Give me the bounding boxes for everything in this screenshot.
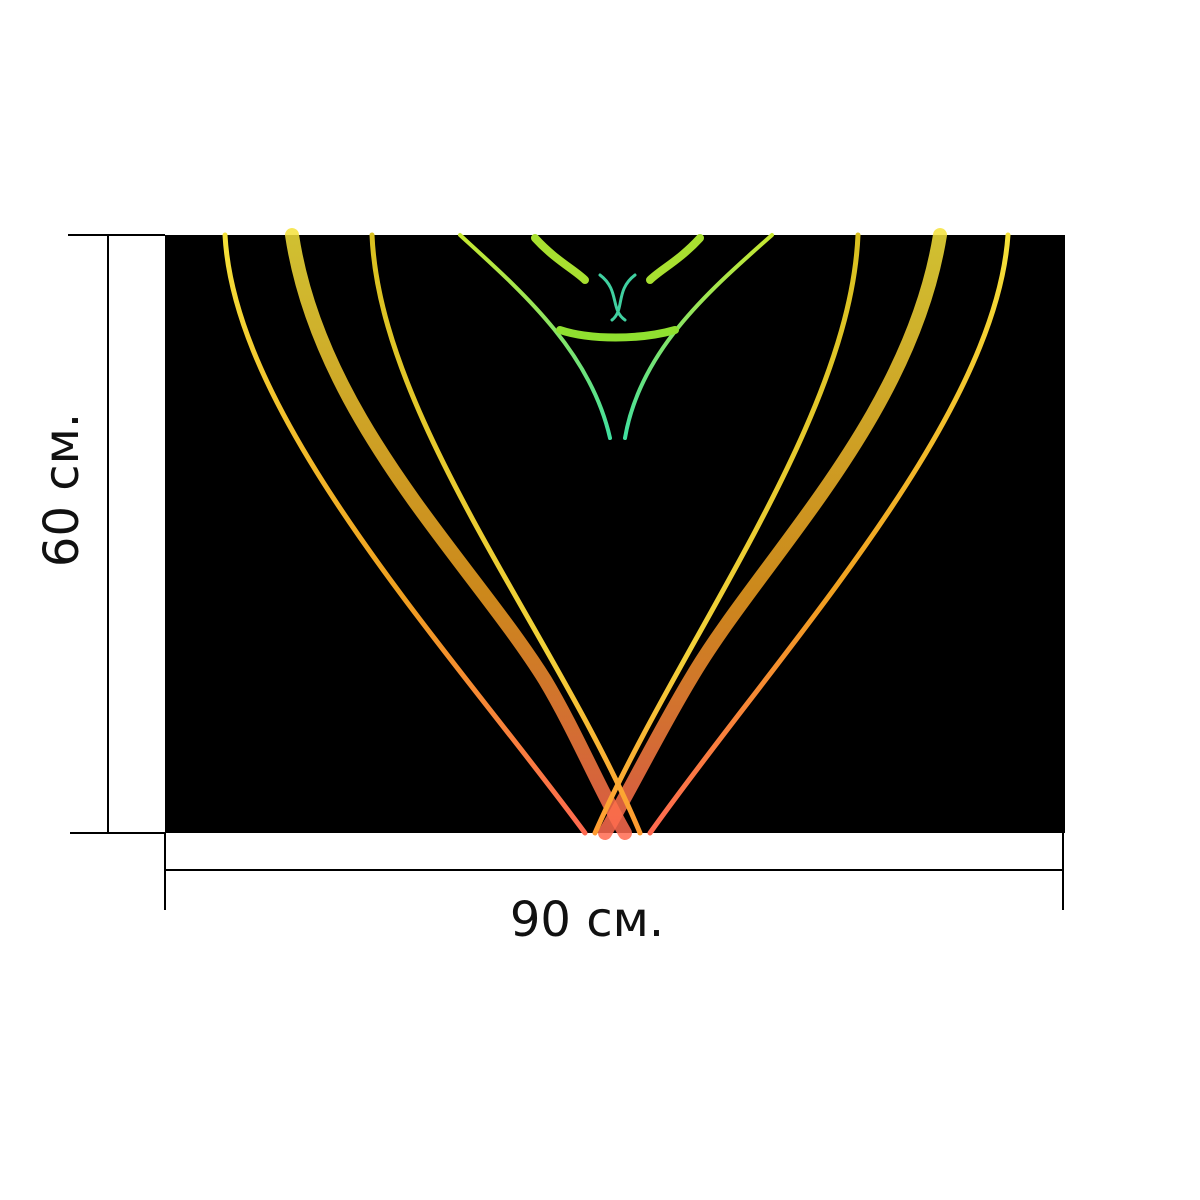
height-dimension: 60 см. <box>34 234 165 834</box>
artwork <box>165 228 1065 840</box>
artwork-background <box>165 235 1065 833</box>
width-label: 90 см. <box>510 892 664 948</box>
height-label: 60 см. <box>34 413 90 567</box>
artwork-lines <box>222 228 1011 840</box>
width-dimension: 90 см. <box>164 833 1064 948</box>
